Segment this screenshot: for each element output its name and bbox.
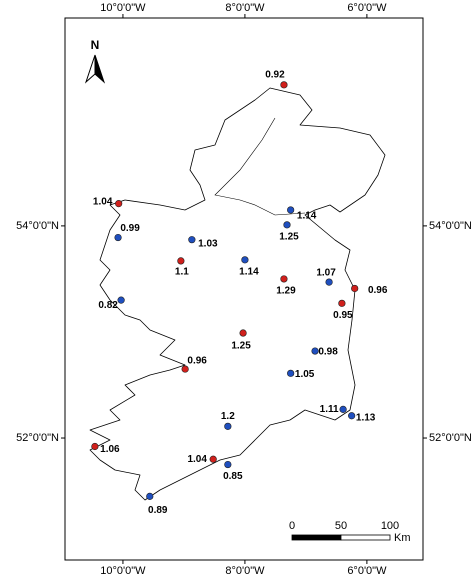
lat-tick-label: 54°0'0"N (429, 220, 472, 232)
site-point (348, 412, 356, 420)
site-point (117, 296, 125, 304)
lon-tick-label: 10°0'0"W (100, 565, 146, 577)
site-value: 1.1 (175, 267, 189, 278)
site-value: 1.03 (198, 238, 218, 249)
site-point (115, 200, 123, 208)
site-value: 1.04 (93, 196, 113, 207)
site-point (146, 492, 154, 500)
site-value: 0.96 (187, 356, 207, 367)
lon-tick-label: 6°0'0"W (347, 2, 387, 14)
site-point (91, 442, 99, 451)
site-point (177, 257, 185, 265)
scale-segment (340, 534, 391, 541)
site-value: 1.14 (297, 211, 317, 222)
site-value: 1.14 (239, 266, 259, 277)
site-value: 0.98 (318, 347, 338, 358)
site-point (325, 278, 333, 286)
north-arrow: N (84, 38, 106, 84)
site-point (241, 256, 249, 264)
lat-tick-label: 54°0'0"N (16, 220, 59, 232)
site-value: 1.25 (279, 231, 299, 242)
site-point (287, 206, 295, 214)
site-value: 1.05 (295, 369, 315, 380)
site-value: 1.07 (316, 268, 336, 279)
site-point (280, 81, 288, 89)
site-point (239, 329, 247, 337)
site-point (224, 460, 232, 469)
site-point (188, 236, 196, 244)
site-point (338, 299, 346, 307)
site-value: 1.11 (320, 404, 339, 415)
arrow-right (94, 54, 106, 84)
site-value: 0.96 (368, 285, 388, 296)
site-value: 1.04 (187, 454, 207, 465)
site-value: 0.95 (333, 310, 353, 321)
site-value: 0.99 (120, 223, 140, 234)
site-point (283, 221, 291, 229)
site-value: 0.89 (148, 505, 168, 516)
lat-tick-label: 52°0'0"N (16, 432, 59, 444)
scale-label: 50 (335, 520, 347, 532)
scale-label: 100 (381, 520, 399, 532)
lon-tick-label: 8°0'0"W (225, 2, 265, 14)
north-label: N (91, 38, 100, 52)
site-value: 1.25 (231, 341, 251, 352)
lon-tick-label: 6°0'0"W (347, 565, 387, 577)
scale-label: 0 (289, 520, 295, 532)
site-point (339, 405, 347, 413)
lon-tick-label: 8°0'0"W (225, 565, 265, 577)
site-value: 1.13 (356, 412, 376, 423)
site-value: 1.06 (100, 444, 120, 455)
ireland-outline (89, 87, 386, 501)
site-point (287, 369, 295, 377)
scale-segment (291, 534, 342, 541)
site-point (311, 347, 319, 355)
site-value: 0.85 (223, 471, 243, 482)
site-value: 1.2 (221, 411, 235, 422)
site-point (351, 284, 359, 293)
lon-tick-label: 10°0'0"W (100, 2, 146, 14)
lat-tick-label: 52°0'0"N (429, 432, 472, 444)
site-point (209, 455, 217, 463)
site-point (114, 233, 122, 242)
site-value: 0.82 (98, 300, 118, 311)
site-value: 0.92 (265, 69, 285, 80)
scale-unit: Km (394, 532, 411, 544)
site-point (280, 275, 288, 283)
border-line (214, 117, 306, 216)
site-value: 1.29 (276, 286, 296, 297)
site-point (181, 365, 189, 373)
site-point (224, 422, 232, 430)
